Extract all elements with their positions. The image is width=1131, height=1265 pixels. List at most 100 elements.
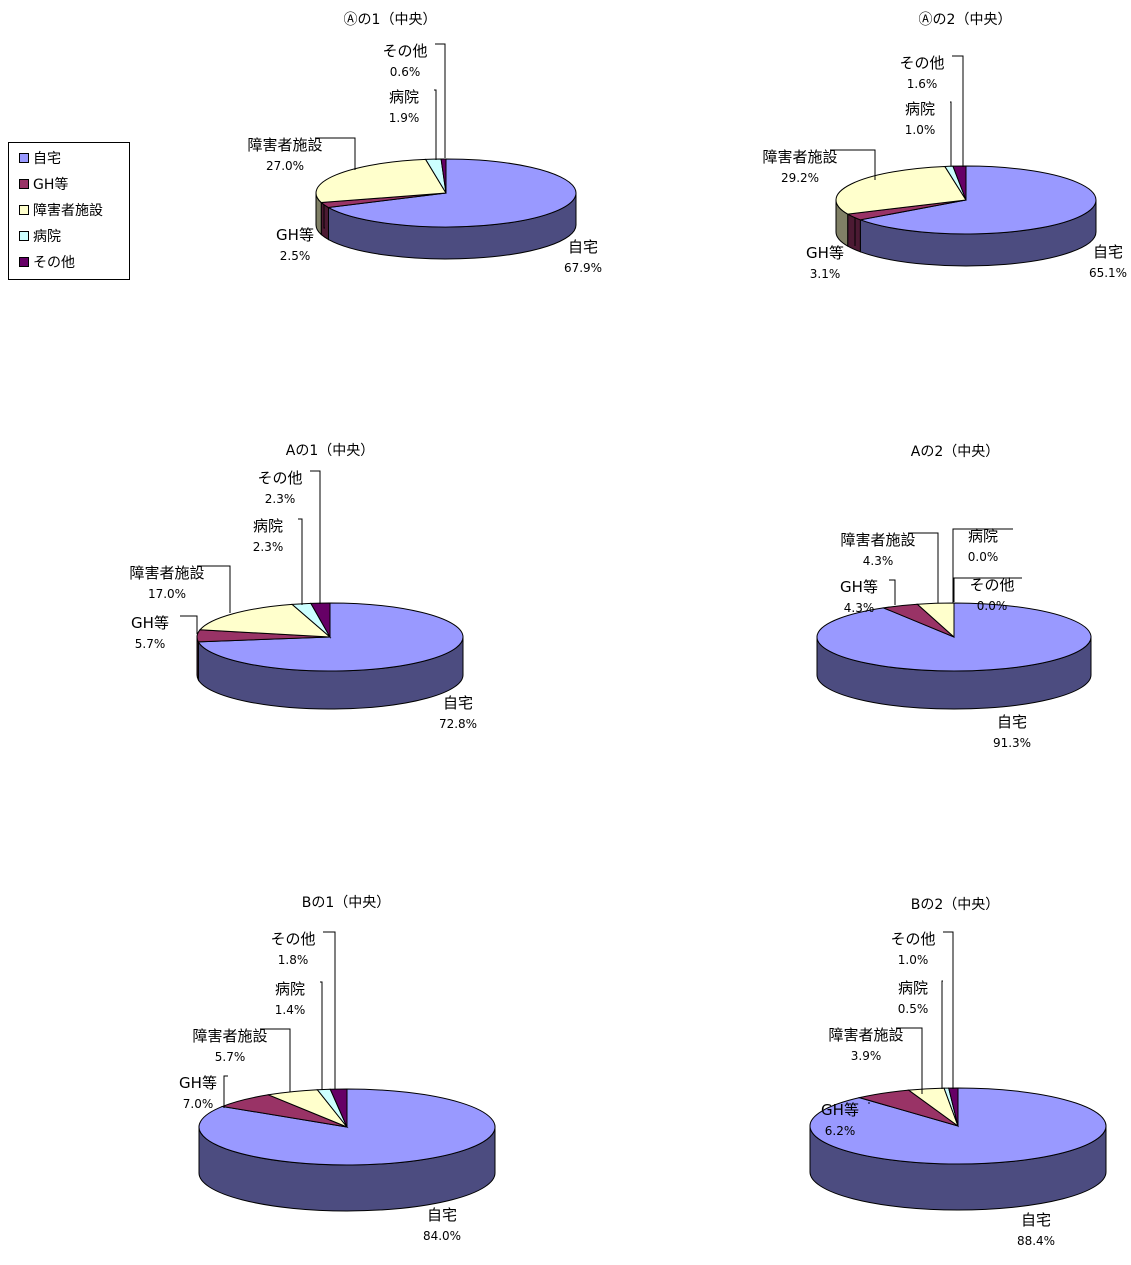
data-label-value: 1.0% xyxy=(905,123,936,137)
pie-slice-facility xyxy=(835,165,967,215)
data-label-value: 1.8% xyxy=(278,953,309,967)
leader-line xyxy=(310,470,321,604)
legend-swatch-home xyxy=(19,153,29,163)
data-label-value: 88.4% xyxy=(1017,1234,1055,1248)
data-label-hospital: 病院 1.4% xyxy=(275,980,323,1090)
data-label-home: 自宅 91.3% xyxy=(993,713,1031,750)
legend-label: 病院 xyxy=(33,229,61,245)
data-label-value: 0.0% xyxy=(977,599,1008,613)
pie-slice-other xyxy=(952,165,967,201)
leader-line xyxy=(323,931,336,1089)
data-label-value: 67.9% xyxy=(564,261,602,275)
data-label-hospital: 病院 0.5% xyxy=(898,979,943,1089)
data-label-category: その他 xyxy=(270,930,315,948)
pie-top xyxy=(198,1088,496,1166)
data-label-category: GH等 xyxy=(276,226,314,244)
data-label-category: 病院 xyxy=(275,980,305,998)
data-label-category: 自宅 xyxy=(568,238,598,256)
chart-title: Ⓐの2（中央） xyxy=(919,12,1012,28)
data-label-other: その他 1.0% xyxy=(890,930,954,1089)
data-label-category: 障害者施設 xyxy=(192,1027,267,1045)
data-label-hospital: 病院 1.9% xyxy=(389,88,437,160)
leader-line xyxy=(889,579,896,605)
leader-line xyxy=(434,89,437,160)
pie-slice-facility xyxy=(315,158,447,204)
data-label-facility: 障害者施設 4.3% xyxy=(840,531,939,603)
data-label-category: その他 xyxy=(382,42,427,60)
leader-line xyxy=(908,532,939,603)
legend: 自宅 GH等 障害者施設 病院 その他 xyxy=(8,142,130,280)
data-label-value: 0.0% xyxy=(968,550,999,564)
leader-line xyxy=(323,205,325,229)
leader-line xyxy=(298,518,303,605)
pie-top xyxy=(196,602,464,672)
data-label-category: GH等 xyxy=(806,244,844,262)
pie-slice-facility xyxy=(916,602,955,639)
legend-swatch-hospital xyxy=(19,231,29,241)
data-label-value: 1.4% xyxy=(275,1003,306,1017)
data-label-category: 自宅 xyxy=(443,694,473,712)
data-label-value: 2.5% xyxy=(280,249,311,263)
leader-line xyxy=(941,980,943,1089)
legend-item-gh: GH等 xyxy=(19,175,68,193)
data-label-category: その他 xyxy=(257,469,302,487)
legend-item-other: その他 xyxy=(19,253,75,271)
data-label-gh: GH等 7.0% xyxy=(179,1074,228,1111)
pie-top xyxy=(315,158,577,228)
data-label-value: 2.3% xyxy=(265,492,296,506)
leader-line xyxy=(950,101,952,166)
data-label-value: 17.0% xyxy=(148,587,186,601)
data-label-category: GH等 xyxy=(840,578,878,596)
leader-line xyxy=(943,931,954,1089)
data-label-hospital: 病院 0.0% xyxy=(952,527,1013,603)
data-label-value: 7.0% xyxy=(183,1097,214,1111)
pie-chart-1: Ⓐの1（中央）自宅67.9%GH等2.5%障害者施設27.0%病院1.9%その他… xyxy=(247,12,602,275)
data-label-value: 1.9% xyxy=(389,111,420,125)
leader-line xyxy=(315,137,356,170)
data-label-value: 5.7% xyxy=(135,637,166,651)
pie-side-gh xyxy=(847,213,861,253)
data-label-value: 3.1% xyxy=(810,267,841,281)
pie-side-gh xyxy=(196,636,199,682)
data-label-value: 65.1% xyxy=(1089,266,1127,280)
pie-slice-facility xyxy=(199,603,332,638)
chart-title: Ⓐの1（中央） xyxy=(344,12,437,28)
data-label-value: 27.0% xyxy=(266,159,304,173)
chart-title: Bの2（中央） xyxy=(911,897,1000,913)
leader-line xyxy=(320,981,323,1090)
data-label-home: 自宅 84.0% xyxy=(423,1206,461,1243)
leader-line xyxy=(830,149,876,180)
data-label-value: 29.2% xyxy=(781,171,819,185)
data-label-value: 0.5% xyxy=(898,1002,929,1016)
data-label-value: 72.8% xyxy=(439,717,477,731)
data-label-category: 自宅 xyxy=(427,1206,457,1224)
leader-line xyxy=(953,577,1022,602)
data-label-category: 自宅 xyxy=(997,713,1027,731)
data-label-facility: 障害者施設 3.9% xyxy=(828,1026,923,1094)
data-label-category: 病院 xyxy=(898,979,928,997)
data-label-value: 0.6% xyxy=(390,65,421,79)
legend-label: GH等 xyxy=(33,177,69,193)
pie-top xyxy=(835,165,1097,235)
legend-item-facility: 障害者施設 xyxy=(19,201,103,219)
data-label-category: 障害者施設 xyxy=(129,564,204,582)
data-label-category: GH等 xyxy=(131,614,169,632)
legend-label: 自宅 xyxy=(33,151,61,167)
data-label-home: 自宅 65.1% xyxy=(1089,243,1127,280)
data-label-value: 1.0% xyxy=(898,953,929,967)
legend-item-home: 自宅 xyxy=(19,149,61,167)
data-label-gh: GH等 4.3% xyxy=(840,578,896,615)
data-label-category: その他 xyxy=(969,576,1014,594)
data-label-category: 自宅 xyxy=(1093,243,1123,261)
data-label-hospital: 病院 2.3% xyxy=(253,517,303,605)
leader-line xyxy=(952,55,964,167)
data-label-category: 病院 xyxy=(389,88,419,106)
chart-title: Aの2（中央） xyxy=(911,444,999,460)
data-label-home: 自宅 67.9% xyxy=(564,238,602,275)
pie-top xyxy=(809,1087,1107,1165)
data-label-value: 5.7% xyxy=(215,1050,246,1064)
legend-swatch-other xyxy=(19,257,29,267)
data-label-other: その他 1.8% xyxy=(270,930,336,1089)
